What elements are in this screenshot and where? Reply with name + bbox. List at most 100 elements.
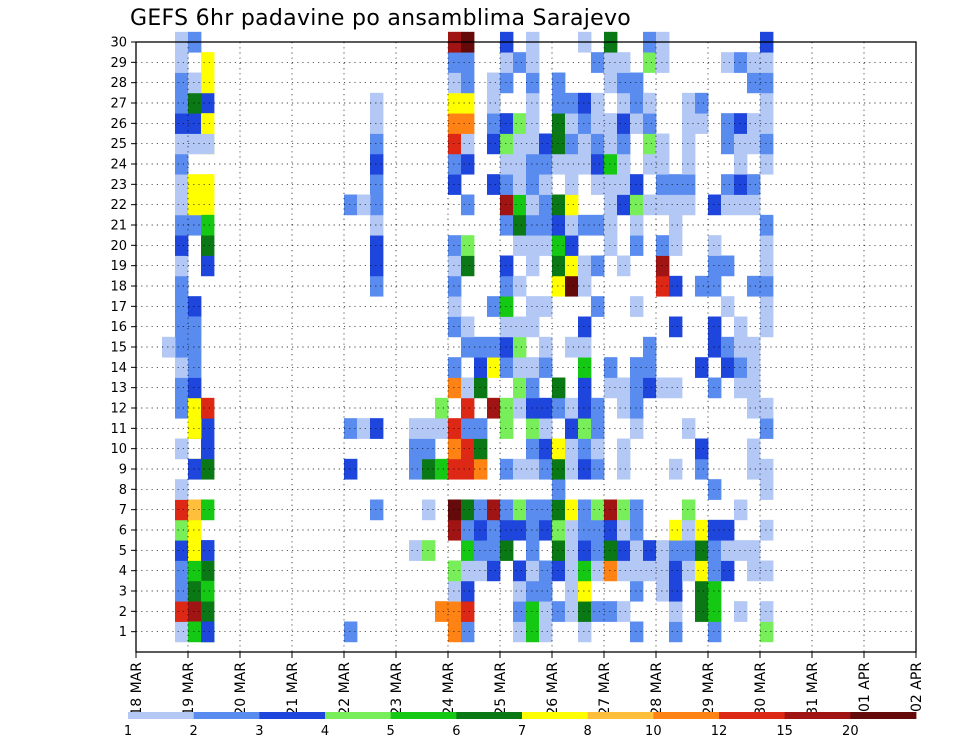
- heatmap-cell: [162, 336, 176, 358]
- colorbar-swatch: [456, 712, 523, 719]
- heatmap-cell: [734, 316, 748, 338]
- heatmap-cell: [591, 296, 605, 317]
- heatmap-cell: [513, 458, 527, 480]
- heatmap-cell: [526, 560, 540, 582]
- heatmap-cell: [448, 601, 462, 622]
- heatmap-cell: [500, 72, 514, 94]
- heatmap-cell: [578, 499, 592, 521]
- heatmap-cell: [552, 540, 566, 561]
- heatmap-cell: [760, 133, 774, 155]
- heatmap-cell: [617, 194, 631, 216]
- heatmap-cell: [539, 357, 553, 378]
- heatmap-cell: [747, 275, 761, 297]
- heatmap-cell: [669, 458, 683, 480]
- heatmap-cell: [617, 133, 631, 155]
- heatmap-cell: [578, 377, 592, 399]
- heatmap-cell: [695, 519, 709, 541]
- heatmap-cell: [578, 540, 592, 561]
- y-tick-label: 24: [110, 158, 127, 173]
- heatmap-cell: [422, 438, 436, 460]
- heatmap-cell: [604, 540, 618, 561]
- heatmap-cell: [201, 72, 215, 94]
- colorbar: 1 2 3 4 5 6 7 8 10 12 15 20: [124, 712, 917, 739]
- heatmap-cell: [175, 601, 189, 622]
- colorbar-label: 20: [842, 724, 859, 739]
- heatmap-cell: [734, 133, 748, 155]
- heatmap-cell: [565, 499, 579, 521]
- heatmap-cell: [591, 397, 605, 419]
- heatmap-cell: [500, 113, 514, 134]
- x-tick-label: 23 MAR: [389, 662, 405, 716]
- heatmap-cell: [188, 601, 202, 622]
- heatmap-cell: [656, 275, 670, 297]
- heatmap-cell: [695, 458, 709, 480]
- heatmap-cell: [526, 540, 540, 561]
- heatmap-cell: [461, 499, 475, 521]
- y-tick-label: 20: [110, 239, 127, 254]
- heatmap-cell: [448, 174, 462, 195]
- heatmap-cell: [175, 479, 189, 500]
- heatmap-cell: [734, 357, 748, 378]
- heatmap-cell: [565, 458, 579, 480]
- heatmap-cell: [513, 174, 527, 195]
- heatmap-cell: [760, 621, 774, 643]
- heatmap-cell: [474, 458, 488, 480]
- heatmap-cell: [578, 214, 592, 236]
- heatmap-cell: [175, 214, 189, 236]
- heatmap-cell: [747, 133, 761, 155]
- heatmap-cell: [565, 133, 579, 155]
- heatmap-cell: [708, 194, 722, 216]
- heatmap-cell: [188, 72, 202, 94]
- heatmap-cell: [656, 133, 670, 155]
- colorbar-label: 6: [452, 724, 460, 739]
- heatmap-cell: [760, 560, 774, 582]
- heatmap-cell: [552, 113, 566, 134]
- heatmap-cell: [175, 580, 189, 602]
- heatmap-cell: [552, 133, 566, 155]
- heatmap-cell: [643, 357, 657, 378]
- heatmap-cell: [578, 560, 592, 582]
- heatmap-cell: [513, 153, 527, 175]
- heatmap-cell: [552, 479, 566, 500]
- heatmap-cell: [565, 113, 579, 134]
- heatmap-cell: [708, 519, 722, 541]
- heatmap-cell: [526, 214, 540, 236]
- heatmap-cell: [175, 235, 189, 256]
- y-tick-label: 5: [119, 544, 127, 559]
- y-tick-label: 6: [119, 524, 127, 539]
- heatmap-cell: [539, 458, 553, 480]
- heatmap-cell: [760, 418, 774, 439]
- heatmap-cell: [461, 113, 475, 134]
- heatmap-cell: [201, 92, 215, 114]
- heatmap-cell: [669, 580, 683, 602]
- heatmap-cell: [604, 601, 618, 622]
- heatmap-cell: [708, 377, 722, 399]
- heatmap-cell: [669, 214, 683, 236]
- heatmap-cell: [370, 153, 384, 175]
- heatmap-cell: [565, 438, 579, 460]
- heatmap-cell: [591, 438, 605, 460]
- heatmap-cell: [565, 336, 579, 358]
- heatmap-cell: [578, 397, 592, 419]
- heatmap-cell: [669, 194, 683, 216]
- heatmap-cell: [461, 540, 475, 561]
- heatmap-cell: [344, 458, 358, 480]
- heatmap-cell: [747, 194, 761, 216]
- heatmap-cell: [747, 377, 761, 399]
- heatmap-cell: [656, 174, 670, 195]
- heatmap-cell: [513, 580, 527, 602]
- heatmap-cell: [721, 357, 735, 378]
- heatmap-cell: [201, 214, 215, 236]
- y-tick-label: 8: [119, 483, 127, 498]
- heatmap-cell: [175, 194, 189, 216]
- heatmap-cell: [708, 601, 722, 622]
- heatmap-cell: [734, 601, 748, 622]
- heatmap-cell: [630, 418, 644, 439]
- heatmap-cell: [695, 92, 709, 114]
- heatmap-cell: [565, 255, 579, 277]
- heatmap-cell: [526, 580, 540, 602]
- heatmap-cell: [552, 499, 566, 521]
- heatmap-cell: [669, 519, 683, 541]
- heatmap-cell: [526, 418, 540, 439]
- heatmap-cell: [448, 133, 462, 155]
